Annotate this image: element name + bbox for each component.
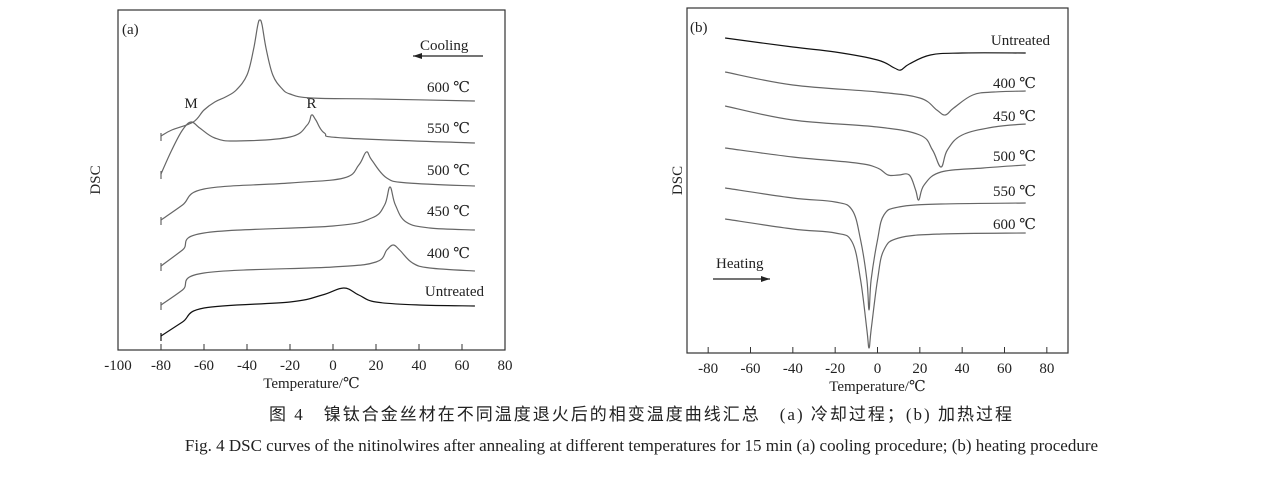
- panel-label: (b): [690, 20, 708, 36]
- series-label: 450 ℃: [993, 109, 1036, 125]
- x-tick-label: 20: [369, 358, 384, 374]
- series-line-1: [724, 71, 1026, 116]
- x-tick-label: 40: [412, 358, 427, 374]
- x-tick-label: -80: [698, 361, 718, 377]
- series-line-2: [160, 151, 475, 221]
- direction-label: Cooling: [420, 38, 469, 54]
- x-tick-label: -40: [783, 361, 803, 377]
- series-line-1: [160, 114, 475, 175]
- direction-arrow-icon: [413, 53, 422, 59]
- caption-english: Fig. 4 DSC curves of the nitinolwires af…: [184, 436, 1099, 455]
- series-label: 400 ℃: [993, 76, 1036, 92]
- series-label: 550 ℃: [427, 121, 470, 137]
- peak-annotation: M: [184, 96, 197, 112]
- series-line-4: [725, 187, 1026, 311]
- series-label: Untreated: [425, 284, 485, 300]
- caption-chinese: 图 4 镍钛合金丝材在不同温度退火后的相变温度曲线汇总 (a) 冷却过程；(b)…: [269, 405, 1014, 424]
- chart-panel-a: -100 -80 -60 -40 -20 0 20 40 60 80 Temperature/℃ DS…: [88, 9, 513, 392]
- series-label: 550 ℃: [993, 184, 1036, 200]
- series-line-3: [160, 186, 475, 267]
- x-tick-label: 0: [874, 361, 882, 377]
- series-label: 400 ℃: [427, 246, 470, 262]
- direction-label: Heating: [716, 256, 764, 272]
- series-label: 450 ℃: [427, 204, 470, 220]
- series-label: 500 ℃: [427, 163, 470, 179]
- series-line-0: [160, 19, 475, 137]
- panel-label: (a): [122, 22, 139, 38]
- x-tick-label: 60: [455, 358, 470, 374]
- x-tick-label: -60: [741, 361, 761, 377]
- plot-frame: [117, 9, 506, 351]
- x-tick-label: 80: [1039, 361, 1054, 377]
- series-label: 600 ℃: [993, 217, 1036, 233]
- x-tick-label: -40: [237, 358, 257, 374]
- x-tick-label: -100: [104, 358, 132, 374]
- series-line-5: [725, 218, 1026, 349]
- series-label: Untreated: [991, 33, 1051, 49]
- x-tick-label: -60: [194, 358, 214, 374]
- series-label: 600 ℃: [427, 80, 470, 96]
- series-line-4: [160, 244, 475, 306]
- y-axis-label: DSC: [670, 166, 686, 195]
- series-label: 500 ℃: [993, 149, 1036, 165]
- series-line-2: [724, 105, 1026, 168]
- x-tick-label: -20: [280, 358, 300, 374]
- x-tick-label: -20: [825, 361, 845, 377]
- peak-annotation: R: [306, 96, 316, 112]
- series-line-5: [160, 287, 475, 337]
- x-tick-label: 40: [955, 361, 970, 377]
- series-line-0: [725, 37, 1026, 71]
- y-axis-label: DSC: [88, 165, 104, 194]
- x-tick-label: 80: [498, 358, 513, 374]
- x-tick-label: 60: [997, 361, 1012, 377]
- x-axis-label: Temperature/℃: [263, 376, 360, 392]
- x-tick-label: -80: [151, 358, 171, 374]
- x-tick-label: 20: [912, 361, 927, 377]
- series-line-3: [725, 147, 1026, 201]
- direction-arrow-icon: [761, 276, 770, 282]
- x-axis-label: Temperature/℃: [829, 379, 926, 395]
- x-tick-label: 0: [329, 358, 337, 374]
- chart-panel-b: -80 -60 -40 -20 0 20 40 60 80 Temperature/℃ DSC (b)…: [670, 7, 1069, 395]
